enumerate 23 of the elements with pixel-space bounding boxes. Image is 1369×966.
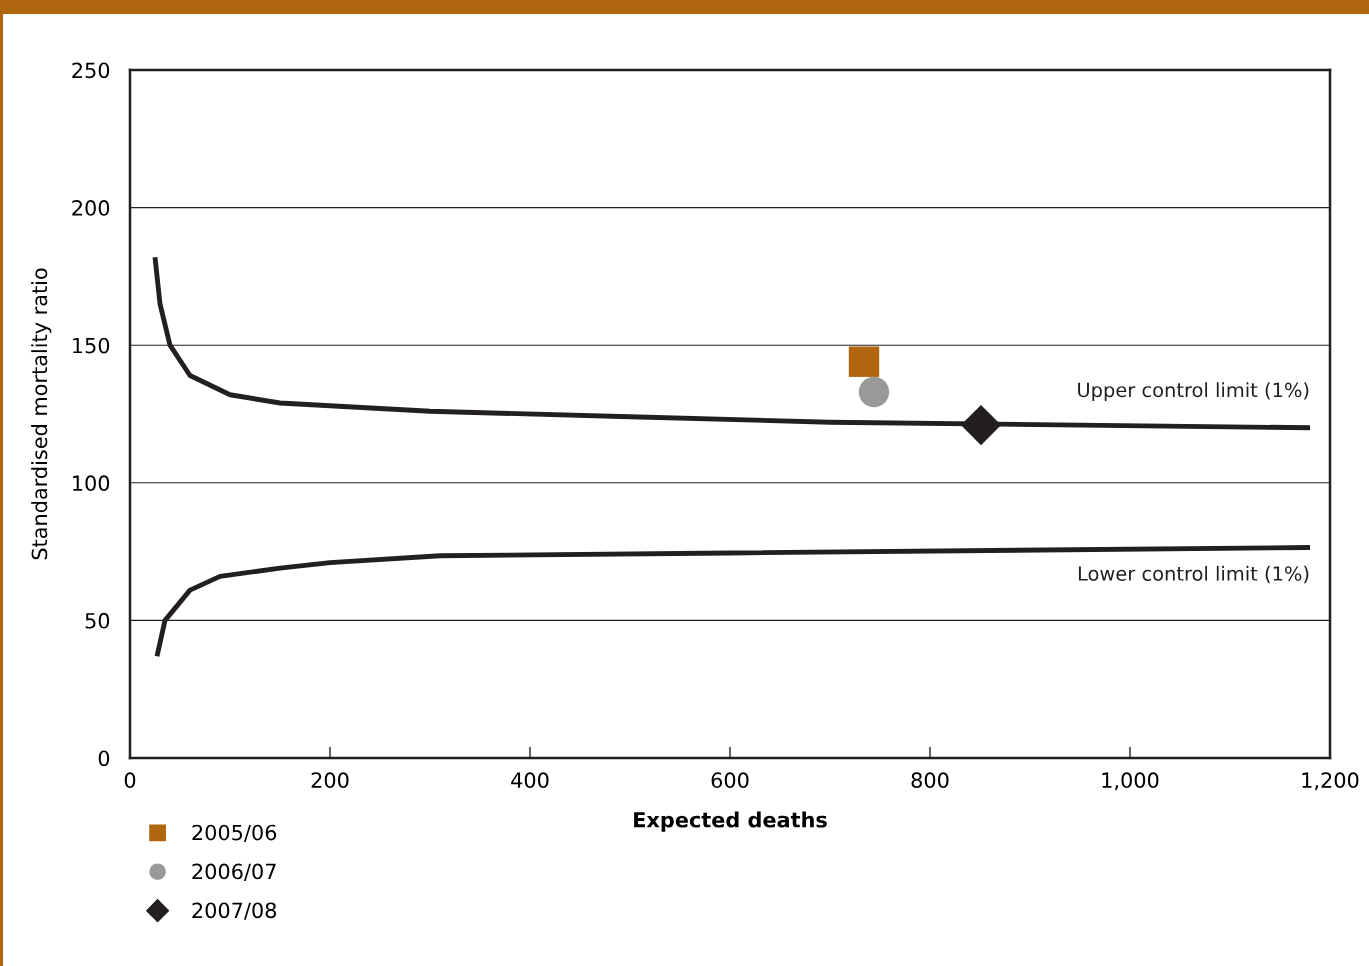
annotation: Lower control limit (1%) [1078, 565, 1309, 584]
x-tick-label: 400 [511, 772, 549, 789]
x-tick-label: 1,200 [1302, 772, 1359, 791]
point [960, 404, 1002, 446]
y-tick-label: 100 [73, 475, 110, 492]
y-axis-title: Standardised mortality ratio [31, 268, 52, 560]
y-tick-label: 250 [72, 62, 110, 79]
y-tick-label: 150 [73, 337, 110, 354]
legend-label: 2007/08 [192, 902, 277, 920]
x-tick-label: 800 [911, 772, 949, 789]
x-axis-title: Expected deaths [634, 811, 827, 832]
point [858, 376, 890, 408]
point [848, 346, 880, 377]
legend-label: 2005/06 [192, 824, 277, 843]
x-tick-label: 600 [711, 772, 749, 789]
x-tick-label: 200 [311, 772, 349, 789]
y-tick-label: 50 [85, 612, 110, 629]
annotation: Upper control limit (1%) [1078, 382, 1309, 402]
legend-label: 2006/07 [192, 863, 276, 881]
y-tick-label: 0 [98, 750, 110, 767]
x-tick-label: 0 [124, 772, 136, 789]
x-tick-label: 1,000 [1102, 772, 1159, 791]
y-tick-label: 200 [72, 200, 110, 216]
